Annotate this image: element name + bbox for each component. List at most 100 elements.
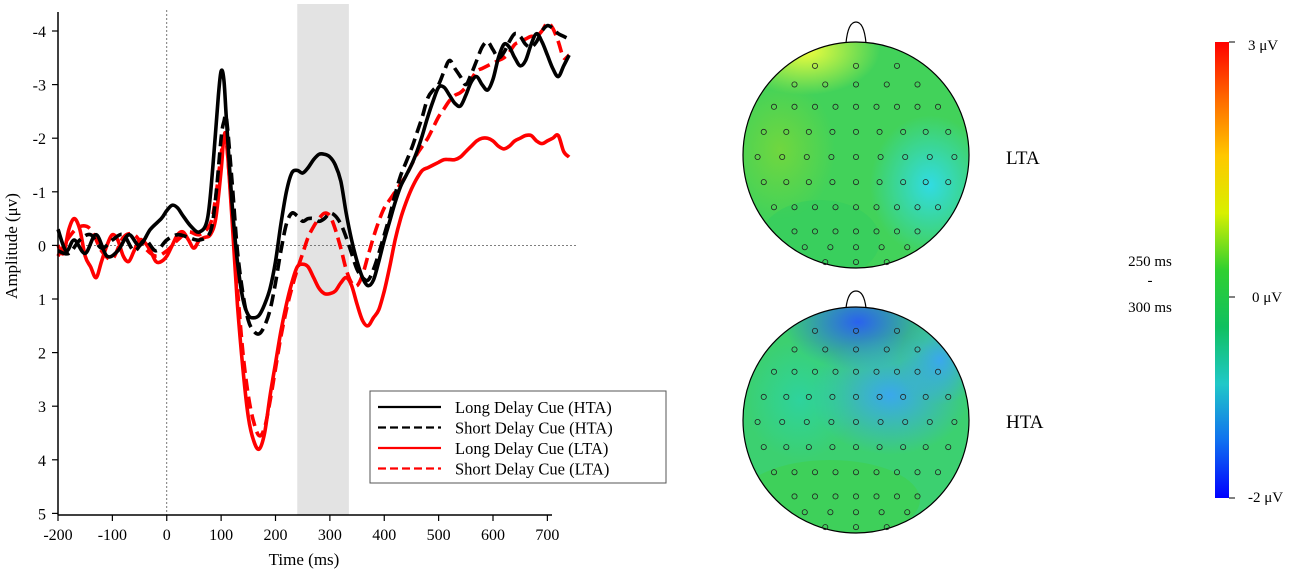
electrode-marker: [829, 393, 836, 400]
electrode-marker: [914, 368, 921, 375]
electrode-marker: [779, 153, 786, 160]
colorbar-mid-label: 0 μV: [1252, 290, 1282, 306]
electrode-marker: [900, 393, 907, 400]
x-tick-label: 100: [209, 527, 233, 544]
electrode-marker: [853, 228, 860, 235]
electrode-marker: [791, 346, 798, 353]
electrode-marker: [812, 62, 819, 69]
electrode-marker: [832, 493, 839, 500]
y-tick-label: 3: [38, 399, 46, 416]
electrode-marker: [853, 524, 860, 531]
electrode-marker: [926, 418, 933, 425]
electrode-marker: [914, 469, 921, 476]
topomap-lta: [742, 21, 970, 269]
electrode-marker: [760, 393, 767, 400]
y-tick-label: 1: [38, 292, 46, 309]
electrode-marker: [883, 81, 890, 88]
electrode-marker: [914, 103, 921, 110]
electrode-marker: [894, 103, 901, 110]
electrode-layer: [754, 327, 958, 531]
electrode-marker: [935, 204, 942, 211]
electrode-marker: [853, 444, 860, 451]
head-outline: [742, 306, 970, 534]
electrode-marker: [760, 444, 767, 451]
topo-blob-lightgreen: [743, 80, 835, 220]
electrode-marker: [822, 81, 829, 88]
topo-blob-yellow: [743, 42, 880, 95]
x-tick-label: 700: [535, 527, 559, 544]
electrode-marker: [801, 509, 808, 516]
electrode-marker: [828, 418, 835, 425]
electrode-marker: [877, 418, 884, 425]
nose-shape: [845, 21, 867, 44]
electrode-marker: [922, 444, 929, 451]
electrode-marker: [812, 493, 819, 500]
colorbar: [1215, 42, 1229, 498]
electrode-marker: [877, 153, 884, 160]
electrode-marker: [822, 259, 829, 266]
topomap-hta: [742, 290, 970, 534]
time-window-separator: -: [1148, 273, 1153, 289]
electrode-marker: [853, 128, 860, 135]
electrode-marker: [894, 204, 901, 211]
topomap-lta-label: LTA: [1006, 148, 1040, 169]
electrode-marker: [876, 128, 883, 135]
electrode-marker: [760, 179, 767, 186]
electrode-marker: [935, 368, 942, 375]
electrode-marker: [873, 469, 880, 476]
electrode-marker: [812, 368, 819, 375]
electrode-marker: [876, 393, 883, 400]
electrode-layer: [754, 62, 958, 266]
electrode-marker: [791, 204, 798, 211]
time-window-start: 250 ms: [1128, 254, 1172, 270]
electrode-marker: [900, 444, 907, 451]
electrode-marker: [900, 179, 907, 186]
electrode-marker: [853, 103, 860, 110]
electrode-marker: [914, 228, 921, 235]
topomap-hta-label: HTA: [1006, 412, 1044, 433]
electrode-marker: [791, 81, 798, 88]
electrode-marker: [945, 393, 952, 400]
series-layer: [56, 21, 571, 452]
electrode-marker: [873, 368, 880, 375]
electrode-marker: [902, 153, 909, 160]
electrode-marker: [853, 62, 860, 69]
electrode-marker: [922, 179, 929, 186]
y-tick-label: -4: [33, 24, 46, 41]
electrode-marker: [894, 493, 901, 500]
electrode-marker: [853, 204, 860, 211]
electrode-marker: [883, 346, 890, 353]
electrode-marker: [894, 368, 901, 375]
electrode-marker: [827, 244, 834, 251]
electrode-marker: [853, 469, 860, 476]
electrode-marker: [803, 418, 810, 425]
electrode-marker: [853, 81, 860, 88]
electrode-marker: [853, 259, 860, 266]
electrode-marker: [883, 524, 890, 531]
x-tick-label: 400: [372, 527, 396, 544]
electrode-marker: [878, 244, 885, 251]
legend-label: Long Delay Cue (HTA): [455, 398, 612, 417]
electrode-marker: [853, 327, 860, 334]
electrode-marker: [873, 493, 880, 500]
electrode-marker: [883, 259, 890, 266]
y-axis-label: Amplitude (μv): [2, 193, 21, 299]
legend: Long Delay Cue (HTA) Short Delay Cue (HTA…: [369, 390, 667, 484]
electrode-marker: [922, 393, 929, 400]
y-tick-label: 4: [38, 453, 46, 470]
electrode-marker: [904, 244, 911, 251]
colorbar-max-label: 3 μV: [1248, 38, 1278, 54]
analysis-window-shade: [297, 4, 349, 515]
electrode-marker: [812, 103, 819, 110]
electrode-marker: [894, 469, 901, 476]
electrode-marker: [832, 204, 839, 211]
electrode-marker: [812, 228, 819, 235]
electrode-marker: [914, 346, 921, 353]
x-tick-label: -200: [43, 527, 72, 544]
electrode-marker: [812, 469, 819, 476]
ticks-layer: -200 -100 0 100 200 300 400 500 600 700 -4 -3 -2 -1 0 1…: [33, 24, 560, 544]
legend-label: Short Delay Cue (HTA): [455, 419, 613, 438]
electrode-marker: [801, 244, 808, 251]
y-tick-label: -2: [33, 131, 46, 148]
electrode-marker: [878, 509, 885, 516]
